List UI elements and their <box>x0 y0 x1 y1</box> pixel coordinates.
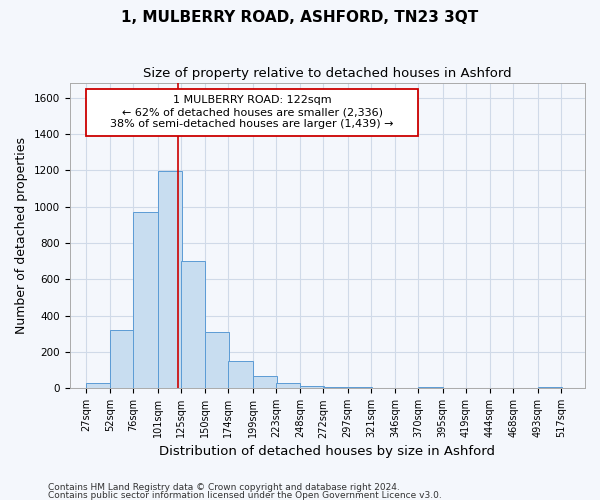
Text: 38% of semi-detached houses are larger (1,439) →: 38% of semi-detached houses are larger (… <box>110 119 394 129</box>
X-axis label: Distribution of detached houses by size in Ashford: Distribution of detached houses by size … <box>159 444 495 458</box>
Title: Size of property relative to detached houses in Ashford: Size of property relative to detached ho… <box>143 68 512 80</box>
Bar <box>300 386 325 388</box>
Text: 1 MULBERRY ROAD: 122sqm: 1 MULBERRY ROAD: 122sqm <box>173 96 331 106</box>
Text: Contains public sector information licensed under the Open Government Licence v3: Contains public sector information licen… <box>48 490 442 500</box>
Y-axis label: Number of detached properties: Number of detached properties <box>15 137 28 334</box>
Bar <box>229 361 253 388</box>
Text: 1, MULBERRY ROAD, ASHFORD, TN23 3QT: 1, MULBERRY ROAD, ASHFORD, TN23 3QT <box>121 10 479 25</box>
Bar <box>205 332 229 388</box>
Bar <box>86 383 110 388</box>
Bar <box>253 376 277 388</box>
Bar <box>158 171 182 388</box>
Text: ← 62% of detached houses are smaller (2,336): ← 62% of detached houses are smaller (2,… <box>122 107 383 117</box>
Bar <box>133 212 158 388</box>
Bar <box>276 383 300 388</box>
Text: Contains HM Land Registry data © Crown copyright and database right 2024.: Contains HM Land Registry data © Crown c… <box>48 484 400 492</box>
Bar <box>110 330 134 388</box>
Bar <box>181 261 205 388</box>
FancyBboxPatch shape <box>86 88 418 136</box>
